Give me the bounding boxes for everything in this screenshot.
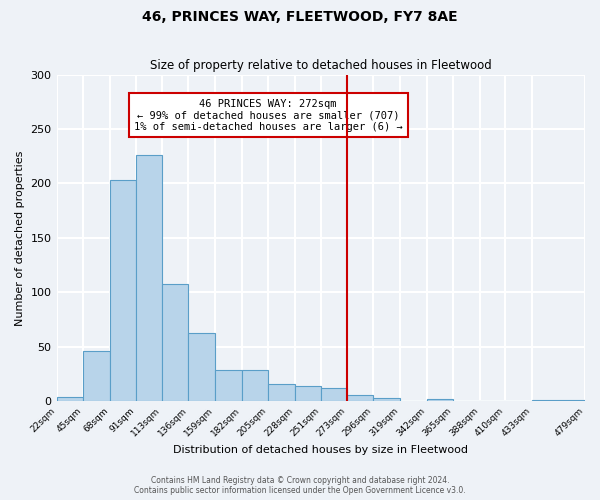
X-axis label: Distribution of detached houses by size in Fleetwood: Distribution of detached houses by size …	[173, 445, 468, 455]
Bar	[56, 397, 83, 401]
Text: Contains HM Land Registry data © Crown copyright and database right 2024.
Contai: Contains HM Land Registry data © Crown c…	[134, 476, 466, 495]
Bar	[322, 388, 347, 401]
Bar	[347, 394, 373, 401]
Bar	[295, 386, 322, 401]
Bar	[162, 284, 188, 401]
Bar	[268, 384, 295, 401]
Bar	[136, 155, 162, 401]
Bar	[188, 332, 215, 401]
Y-axis label: Number of detached properties: Number of detached properties	[15, 150, 25, 326]
Bar	[242, 370, 268, 401]
Bar	[427, 399, 453, 401]
Bar	[215, 370, 242, 401]
Bar	[110, 180, 136, 401]
Bar	[373, 398, 400, 401]
Text: 46 PRINCES WAY: 272sqm
← 99% of detached houses are smaller (707)
1% of semi-det: 46 PRINCES WAY: 272sqm ← 99% of detached…	[134, 98, 403, 132]
Bar	[83, 351, 110, 401]
Title: Size of property relative to detached houses in Fleetwood: Size of property relative to detached ho…	[150, 59, 491, 72]
Bar	[532, 400, 585, 401]
Text: 46, PRINCES WAY, FLEETWOOD, FY7 8AE: 46, PRINCES WAY, FLEETWOOD, FY7 8AE	[142, 10, 458, 24]
